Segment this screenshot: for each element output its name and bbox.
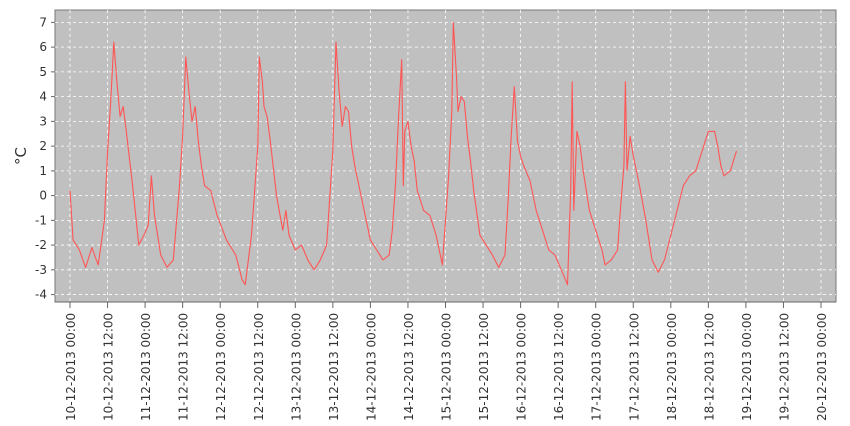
y-tick-label: 6 — [39, 40, 47, 54]
x-tick-label: 11-12-2013 00:00 — [139, 313, 153, 421]
x-tick-label: 14-12-2013 00:00 — [364, 313, 378, 421]
y-axis-title: °C — [12, 147, 30, 165]
y-tick-label: -1 — [35, 213, 47, 227]
y-tick-label: 4 — [39, 90, 47, 104]
y-tick-label: -2 — [35, 238, 47, 252]
x-tick-label: 15-12-2013 00:00 — [440, 313, 454, 421]
series-line — [69, 21, 738, 286]
x-tick-label: 12-12-2013 12:00 — [252, 313, 266, 421]
y-tick-label: 0 — [39, 189, 47, 203]
x-tick-label: 12-12-2013 00:00 — [214, 313, 228, 421]
x-tick-label: 13-12-2013 00:00 — [289, 313, 303, 421]
y-tick-label: 5 — [39, 65, 47, 79]
x-tick-label: 18-12-2013 12:00 — [702, 313, 716, 421]
y-tick-label: 1 — [39, 164, 47, 178]
x-tick-label: 15-12-2013 12:00 — [477, 313, 491, 421]
x-tick-label: 20-12-2013 00:00 — [815, 313, 829, 421]
y-tick-label: 3 — [39, 114, 47, 128]
x-tick-label: 17-12-2013 12:00 — [627, 313, 641, 421]
y-tick-label: -3 — [35, 263, 47, 277]
x-tick-label: 16-12-2013 12:00 — [552, 313, 566, 421]
x-tick-label: 10-12-2013 12:00 — [102, 313, 116, 421]
x-tick-label: 19-12-2013 12:00 — [777, 313, 791, 421]
x-tick-label: 18-12-2013 00:00 — [665, 313, 679, 421]
x-tick-label: 17-12-2013 00:00 — [590, 313, 604, 421]
y-tick-label: 2 — [39, 139, 47, 153]
x-tick-label: 19-12-2013 00:00 — [740, 313, 754, 421]
y-tick-label: 7 — [39, 15, 47, 29]
x-tick-label: 13-12-2013 12:00 — [327, 313, 341, 421]
x-tick-label: 16-12-2013 00:00 — [515, 313, 529, 421]
x-tick-label: 10-12-2013 00:00 — [64, 313, 78, 421]
x-tick-label: 14-12-2013 12:00 — [402, 313, 416, 421]
y-tick-label: -4 — [35, 288, 47, 302]
x-tick-label: 11-12-2013 12:00 — [177, 313, 191, 421]
